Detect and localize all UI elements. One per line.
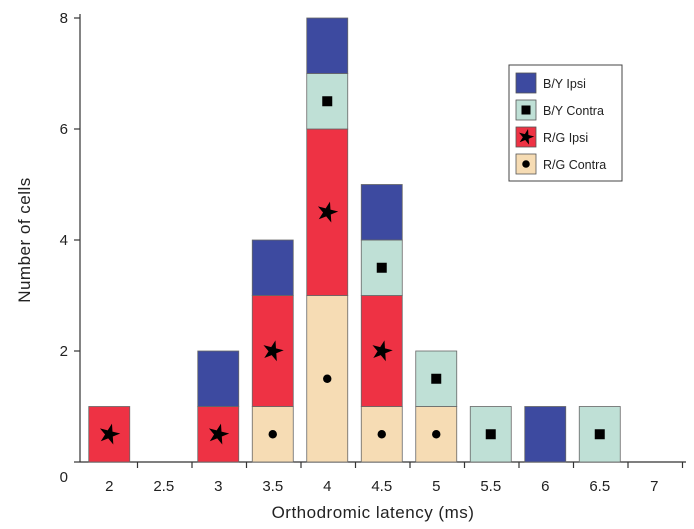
- y-tick-label: 6: [60, 121, 68, 138]
- x-tick-label: 6.5: [589, 478, 610, 495]
- legend-marker: [519, 129, 535, 145]
- marker-square: [376, 262, 387, 273]
- bar-segment-b-y-ipsi: [251, 239, 294, 296]
- marker-square: [485, 429, 496, 440]
- legend-swatch: [515, 72, 537, 94]
- y-tick-label: 8: [60, 10, 68, 27]
- y-tick-label: 4: [60, 232, 68, 249]
- legend-marker-circle: [522, 160, 530, 168]
- legend-marker-square: [521, 105, 531, 115]
- legend-label: B/Y Contra: [543, 104, 604, 118]
- marker-circle: [432, 430, 441, 439]
- tick-labels: 0 2 4 6 8 2 2.5 3 3.5 4 4.5 5 5.5 6 6.5 7: [60, 10, 659, 495]
- markers: [99, 96, 605, 445]
- marker-star: [263, 340, 284, 362]
- marker-star: [208, 423, 230, 445]
- legend-label: R/G Ipsi: [543, 131, 588, 145]
- legend-label: R/G Contra: [543, 158, 606, 172]
- marker-circle: [323, 374, 332, 383]
- x-tick-label: 7: [650, 478, 658, 495]
- legend-label: B/Y Ipsi: [543, 77, 586, 91]
- legend: B/Y Ipsi B/Y Contra R/G Ipsi R/G Contra: [508, 64, 623, 182]
- bar-segment-b-y-ipsi: [360, 184, 403, 241]
- bars: [88, 17, 621, 463]
- x-tick-label: 2: [105, 478, 113, 495]
- x-tick-label: 5.5: [480, 478, 501, 495]
- marker-star: [317, 201, 339, 223]
- marker-star: [99, 423, 121, 445]
- x-tick-label: 3: [214, 478, 222, 495]
- x-tick-label: 4: [323, 478, 331, 495]
- marker-square: [431, 373, 442, 384]
- marker-circle: [377, 430, 386, 439]
- x-tick-label: 4.5: [371, 478, 392, 495]
- x-tick-label: 2.5: [153, 478, 174, 495]
- y-tick-label: 0: [60, 469, 68, 486]
- bar-segment-b-y-ipsi: [197, 350, 240, 407]
- marker-square: [322, 96, 333, 107]
- x-axis-label: Orthodromic latency (ms): [272, 503, 475, 522]
- x-tick-label: 5: [432, 478, 440, 495]
- legend-marker-star: [519, 129, 535, 145]
- x-tick-label: 3.5: [262, 478, 283, 495]
- bar-segment-b-y-ipsi: [306, 17, 349, 74]
- marker-star: [372, 340, 393, 362]
- x-tick-label: 6: [541, 478, 549, 495]
- y-axis-label: Number of cells: [15, 177, 34, 303]
- bar-segment-b-y-ipsi: [524, 406, 567, 463]
- marker-circle: [268, 430, 277, 439]
- legend-marker: [522, 160, 530, 168]
- legend-marker: [521, 105, 531, 115]
- y-tick-label: 2: [60, 343, 68, 360]
- marker-square: [594, 429, 605, 440]
